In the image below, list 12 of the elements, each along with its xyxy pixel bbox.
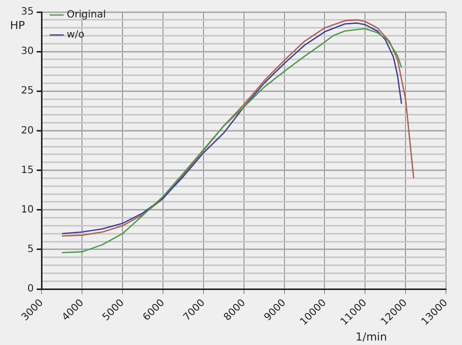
y-tick-label: 20	[20, 125, 34, 136]
y-tick-label: 10	[20, 204, 34, 216]
y-tick-label: 25	[20, 86, 34, 97]
y-tick-label: 0	[27, 284, 34, 295]
y-axis-title: HP	[10, 18, 26, 32]
y-tick-label: 30	[20, 46, 34, 58]
legend-label: w/o	[66, 30, 84, 41]
legend-label: Original	[66, 10, 106, 21]
y-tick-label: 5	[27, 244, 34, 256]
y-tick-label: 15	[20, 164, 34, 176]
x-axis-title: 1/min	[355, 330, 387, 344]
y-tick-label: 35	[20, 6, 34, 18]
